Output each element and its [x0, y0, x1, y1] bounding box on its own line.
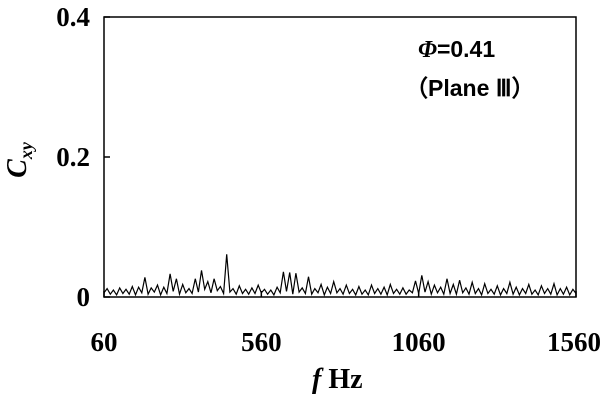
y-tick-label: 0.4 — [56, 2, 90, 32]
y-tick-label: 0 — [77, 282, 91, 312]
x-axis-unit: Hz — [321, 364, 362, 395]
x-tick-label: 1560 — [547, 327, 601, 357]
x-tick-label: 1060 — [392, 327, 446, 357]
phi-annotation: Φ=0.41 — [418, 36, 495, 63]
y-tick-label: 0.2 — [56, 142, 90, 172]
y-axis-subscript: xy — [16, 141, 36, 160]
x-axis-ticks: 60 560 1060 1560 — [91, 291, 601, 357]
x-axis-label: f Hz — [312, 364, 363, 395]
y-axis-symbol: C — [2, 159, 33, 178]
y-axis-label: Cxy — [2, 141, 36, 178]
x-tick-label: 560 — [241, 327, 282, 357]
phi-symbol: Φ — [418, 37, 437, 63]
x-tick-label: 60 — [91, 327, 118, 357]
coherence-series-line — [103, 254, 577, 297]
phi-value: =0.41 — [437, 36, 495, 62]
x-axis-symbol: f — [312, 364, 324, 395]
y-axis-ticks: 0 0.2 0.4 — [56, 2, 110, 312]
plane-annotation: （Plane Ⅲ） — [405, 75, 535, 101]
plot-area-frame — [103, 16, 577, 298]
